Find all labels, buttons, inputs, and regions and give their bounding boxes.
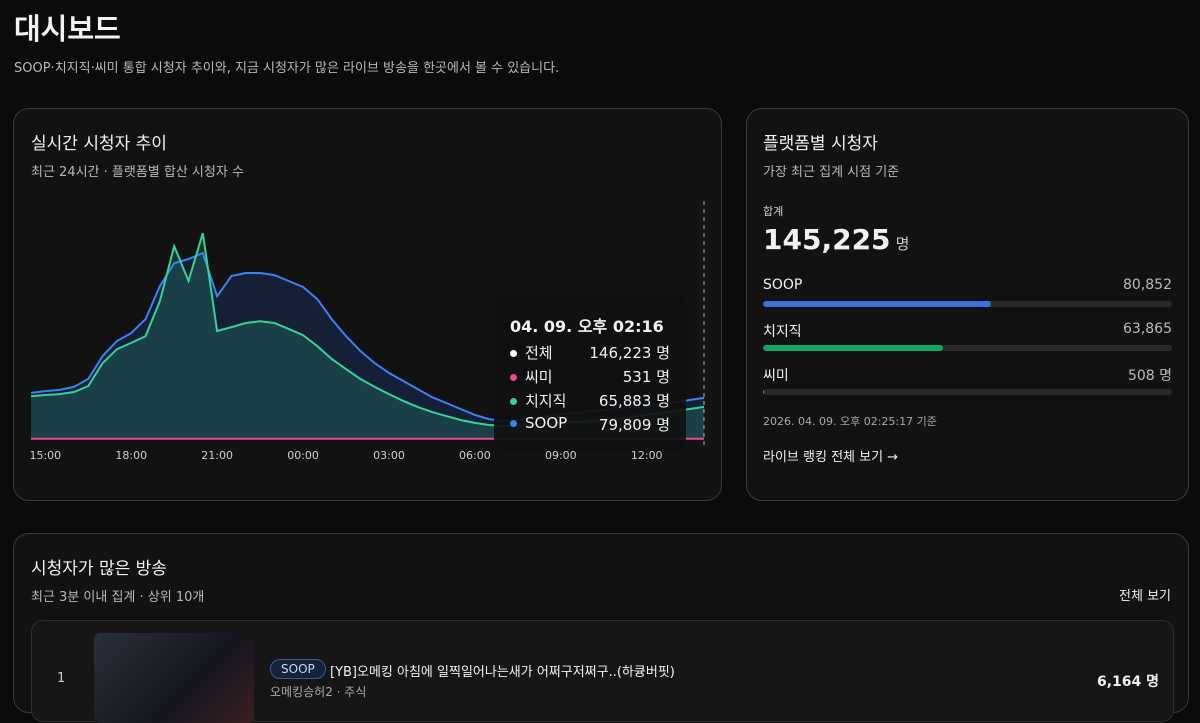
platform-card: 플랫폼별 시청자 가장 최근 집계 시점 기준 합계 145,225 명 202… bbox=[746, 108, 1189, 501]
platform-value: 508 명 bbox=[1127, 368, 1172, 384]
tooltip-value-wrap: 65,883 명 bbox=[599, 390, 670, 411]
tooltip-dot bbox=[510, 374, 517, 381]
tooltip-unit: 명 bbox=[656, 344, 670, 362]
platform-badge: SOOP bbox=[270, 659, 326, 679]
tooltip-name: 치지직 bbox=[525, 392, 567, 410]
platform-row: 씨미 508 명 bbox=[763, 365, 1172, 385]
tooltip-title: 04. 09. 오후 02:16 bbox=[510, 317, 664, 336]
tooltip-item: 치지직 65,883 명 bbox=[510, 390, 670, 411]
tooltip-item-name: 씨미 bbox=[510, 368, 553, 386]
tooltip-item-name: 전체 bbox=[510, 344, 553, 362]
tooltip: 04. 09. 오후 02:16 전체 146,223 명 씨미 531 명 치지직 65… bbox=[494, 295, 686, 451]
series-area bbox=[31, 233, 704, 439]
tooltip-value: 65,883 bbox=[598, 392, 652, 410]
thumbnail bbox=[94, 633, 254, 723]
tooltip-unit: 명 bbox=[656, 392, 670, 410]
tooltip-item-name: SOOP bbox=[510, 414, 567, 432]
rank: 1 bbox=[57, 671, 66, 686]
platform-value: 80,852 bbox=[1123, 277, 1172, 293]
total-label: 합계 bbox=[763, 205, 784, 218]
stream-title: [YB]오메킹 아침에 일찍일어나는새가 어쩌구저쩌구..(하큥버핏) bbox=[330, 665, 675, 680]
x-tick-label: 06:00 bbox=[459, 449, 491, 462]
tooltip-value: 531 bbox=[622, 368, 652, 386]
platform-row: SOOP 80,852 bbox=[763, 277, 1172, 293]
tooltip-name: SOOP bbox=[525, 414, 568, 432]
tooltip-value-wrap: 79,809 명 bbox=[599, 414, 670, 435]
tooltip-name: 전체 bbox=[525, 344, 553, 362]
live-card: 시청자가 많은 방송 최근 3분 이내 집계 · 상위 10개 전체 보기 1 … bbox=[13, 533, 1189, 723]
tooltip-value-wrap: 531 명 bbox=[623, 366, 670, 387]
x-tick-label: 12:00 bbox=[631, 449, 663, 462]
card-subtitle: 최근 3분 이내 집계 · 상위 10개 bbox=[31, 590, 205, 605]
tooltip-item: 전체 146,223 명 bbox=[510, 342, 670, 363]
tooltip-item-name: 치지직 bbox=[510, 392, 566, 410]
view-all-link[interactable]: 전체 보기 bbox=[1119, 589, 1171, 604]
x-tick-label: 18:00 bbox=[115, 449, 147, 462]
platform-name: SOOP bbox=[763, 277, 803, 293]
tooltip-dot bbox=[510, 398, 517, 405]
tooltip-value: 79,809 bbox=[598, 416, 652, 434]
card-title: 실시간 시청자 추이 bbox=[31, 134, 167, 154]
bar bbox=[763, 389, 765, 395]
ranking-link[interactable]: 라이브 랭킹 전체 보기 → bbox=[763, 450, 899, 465]
bar-track bbox=[763, 301, 1172, 307]
updated-time: 2026. 04. 09. 오후 02:25:17 기준 bbox=[763, 415, 937, 428]
platform-row: 치지직 63,865 bbox=[763, 321, 1172, 341]
x-tick-label: 09:00 bbox=[545, 449, 577, 462]
tooltip-value: 146,223 bbox=[589, 344, 652, 362]
total-unit: 명 bbox=[895, 235, 910, 253]
total: 145,225 명 bbox=[763, 223, 909, 256]
platform-name: 씨미 bbox=[763, 368, 789, 384]
tooltip-item: SOOP 79,809 명 bbox=[510, 414, 670, 435]
card-title: 플랫폼별 시청자 bbox=[763, 134, 878, 154]
x-tick-label: 00:00 bbox=[287, 449, 319, 462]
channel: 오메킹승허2 · 주식 bbox=[270, 685, 367, 699]
tooltip-unit: 명 bbox=[656, 416, 670, 434]
bar bbox=[763, 301, 991, 307]
tooltip-item: 씨미 531 명 bbox=[510, 366, 670, 387]
viewers: 6,164 명 bbox=[1096, 674, 1159, 690]
card-title: 시청자가 많은 방송 bbox=[31, 559, 167, 579]
bar-track bbox=[763, 389, 1172, 395]
page: 대시보드 SOOP·치지직·씨미 통합 시청자 추이와, 지금 시청자가 많은 … bbox=[13, 12, 1189, 723]
page-subtitle: SOOP·치지직·씨미 통합 시청자 추이와, 지금 시청자가 많은 라이브 방… bbox=[14, 61, 560, 76]
tooltip-name: 씨미 bbox=[525, 368, 553, 386]
tooltip-value-wrap: 146,223 명 bbox=[589, 342, 670, 363]
tooltip-unit: 명 bbox=[656, 368, 670, 386]
x-tick-label: 03:00 bbox=[373, 449, 405, 462]
platform-value: 63,865 bbox=[1123, 321, 1172, 337]
bar-track bbox=[763, 345, 1172, 351]
card-subtitle: 가장 최근 집계 시점 기준 bbox=[763, 165, 900, 180]
tooltip-dot bbox=[510, 420, 517, 427]
series-area bbox=[31, 253, 704, 439]
tooltip-dot bbox=[510, 350, 517, 357]
trend-card: 실시간 시청자 추이 최근 24시간 · 플랫폼별 합산 시청자 수 15:00… bbox=[13, 108, 722, 501]
bar bbox=[763, 345, 943, 351]
page-title: 대시보드 bbox=[14, 12, 121, 46]
platform-name: 치지직 bbox=[763, 324, 802, 340]
card-subtitle: 최근 24시간 · 플랫폼별 합산 시청자 수 bbox=[31, 165, 244, 180]
x-tick-label: 21:00 bbox=[201, 449, 233, 462]
live-item[interactable]: 1 SOOP [YB]오메킹 아침에 일찍일어나는새가 어쩌구저쩌구..(하큥버… bbox=[31, 620, 1174, 723]
total-value: 145,225 bbox=[763, 223, 891, 256]
x-tick-label: 15:00 bbox=[29, 449, 61, 462]
